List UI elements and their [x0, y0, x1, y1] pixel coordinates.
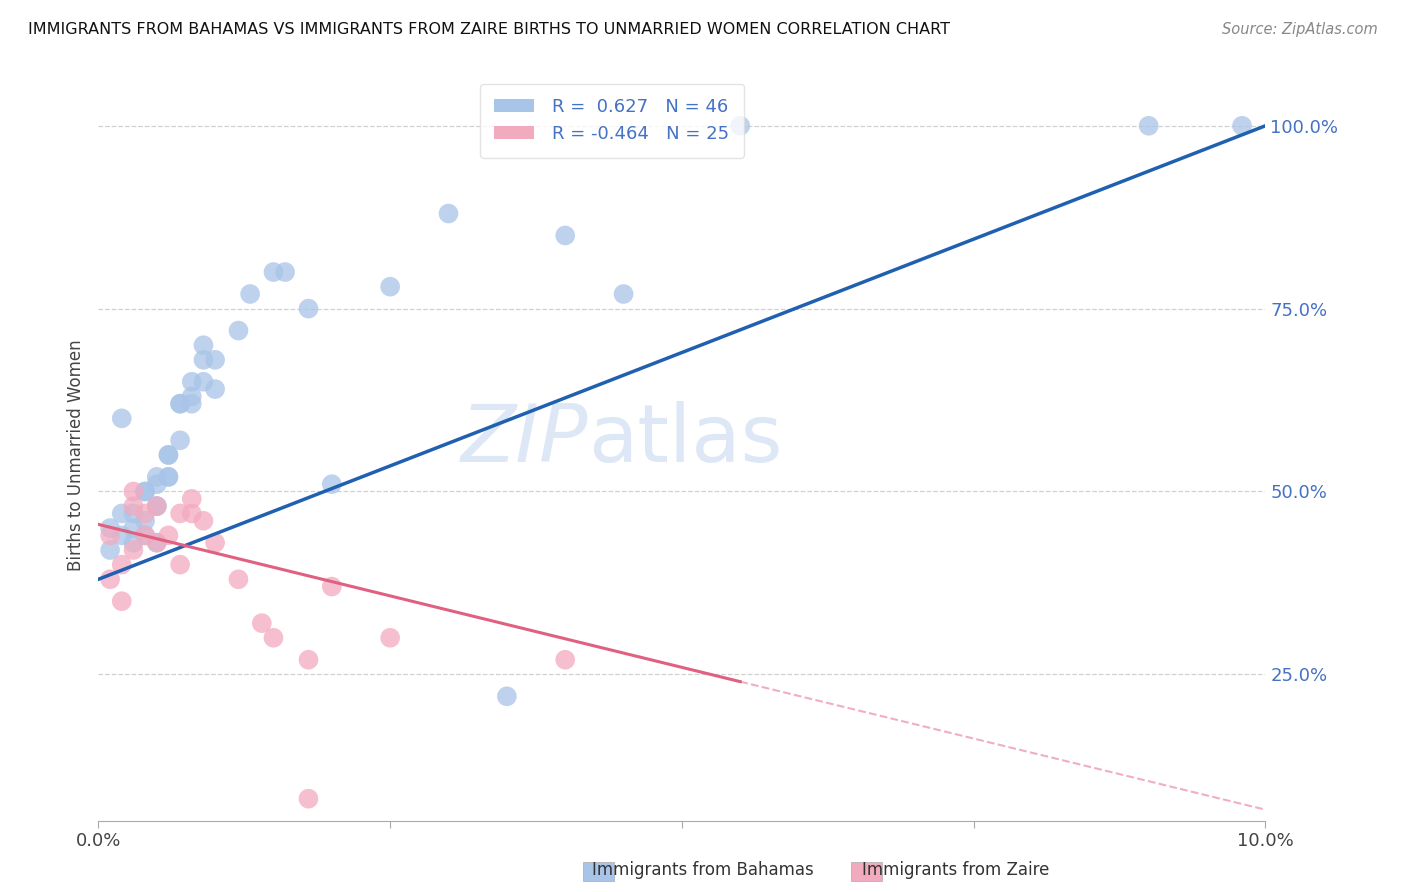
Point [169, 397, 191, 411]
Text: IMMIGRANTS FROM BAHAMAS VS IMMIGRANTS FROM ZAIRE BIRTHS TO UNMARRIED WOMEN CORRE: IMMIGRANTS FROM BAHAMAS VS IMMIGRANTS FR… [28, 22, 950, 37]
Point [730, 119, 752, 133]
Point [122, 543, 145, 558]
Point [193, 514, 215, 528]
Point [1137, 119, 1160, 133]
Point [98, 521, 121, 535]
Point [157, 448, 180, 462]
Point [180, 397, 202, 411]
Y-axis label: Births to Unmarried Women: Births to Unmarried Women [66, 339, 84, 571]
Point [250, 616, 273, 631]
Point [380, 631, 402, 645]
Point [204, 352, 226, 367]
Point [612, 287, 634, 301]
Point [239, 287, 262, 301]
Point [204, 382, 226, 396]
Point [193, 375, 215, 389]
Point [496, 690, 519, 704]
Point [122, 521, 145, 535]
Point [98, 572, 121, 586]
Point [134, 528, 156, 542]
Point [180, 491, 202, 506]
Point [122, 535, 145, 549]
Point [204, 535, 226, 549]
Point [134, 528, 156, 542]
Point [98, 528, 121, 542]
Point [122, 484, 145, 499]
Point [134, 484, 156, 499]
Point [228, 324, 250, 338]
Point [262, 631, 284, 645]
Point [297, 791, 319, 805]
Point [146, 499, 169, 513]
Point [180, 389, 202, 403]
Text: atlas: atlas [589, 401, 783, 479]
Point [146, 477, 169, 491]
Point [321, 477, 343, 491]
Point [321, 580, 343, 594]
Point [146, 535, 169, 549]
Point [146, 499, 169, 513]
Point [157, 470, 180, 484]
Point [262, 265, 284, 279]
Point [193, 338, 215, 352]
Point [169, 434, 191, 448]
Text: ZIP: ZIP [461, 401, 589, 479]
Point [134, 484, 156, 499]
Point [169, 558, 191, 572]
Point [146, 499, 169, 513]
Point [157, 448, 180, 462]
Point [274, 265, 297, 279]
Point [134, 514, 156, 528]
Point [122, 499, 145, 513]
Point [146, 470, 169, 484]
Text: Source: ZipAtlas.com: Source: ZipAtlas.com [1222, 22, 1378, 37]
Point [111, 594, 134, 608]
Point [180, 507, 202, 521]
Point [146, 535, 169, 549]
Text: Immigrants from Bahamas: Immigrants from Bahamas [592, 861, 814, 879]
Point [111, 411, 134, 425]
Point [554, 653, 576, 667]
Point [437, 206, 460, 220]
Point [297, 653, 319, 667]
Point [1230, 119, 1253, 133]
Point [554, 228, 576, 243]
Point [169, 507, 191, 521]
Point [169, 397, 191, 411]
Point [111, 507, 134, 521]
Point [122, 507, 145, 521]
Point [380, 279, 402, 293]
Point [193, 352, 215, 367]
Point [157, 470, 180, 484]
Point [297, 301, 319, 316]
Point [157, 528, 180, 542]
Point [180, 375, 202, 389]
Point [111, 528, 134, 542]
Point [98, 543, 121, 558]
Point [228, 572, 250, 586]
Text: Immigrants from Zaire: Immigrants from Zaire [862, 861, 1050, 879]
Point [111, 558, 134, 572]
Point [134, 507, 156, 521]
Legend: R =  0.627   N = 46, R = -0.464   N = 25: R = 0.627 N = 46, R = -0.464 N = 25 [479, 84, 744, 158]
